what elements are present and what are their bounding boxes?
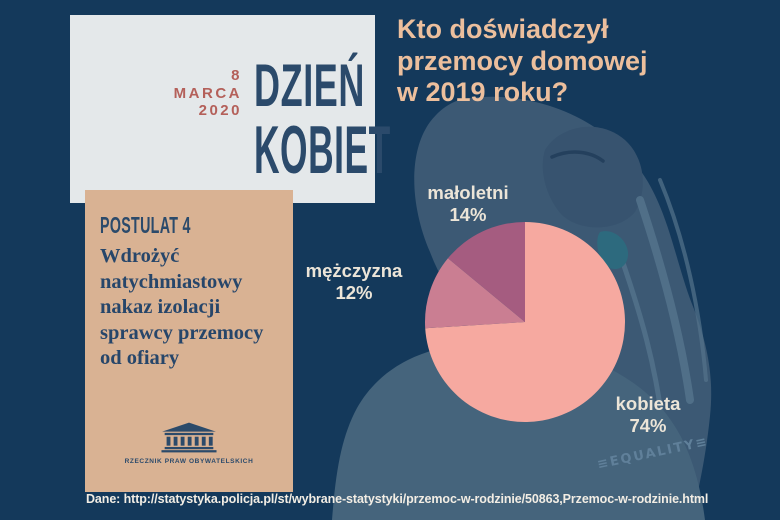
postulat-text-line-1: Wdrożyć xyxy=(100,245,180,267)
pie-label-name: mężczyzna xyxy=(305,260,403,281)
pie-label-mezczyzna: mężczyzna 12% xyxy=(289,260,419,303)
title-line-2: KOBIET xyxy=(254,112,391,188)
date-month: MARCA xyxy=(173,84,242,102)
pie-label-name: małoletni xyxy=(427,182,509,203)
pie-label-maloletni: małoletni 14% xyxy=(403,182,533,225)
pie-label-value: 14% xyxy=(449,204,487,225)
postulat-text-line-5: od ofiary xyxy=(100,347,180,369)
eyebrow-line xyxy=(550,150,605,163)
date-block: 8 MARCA 2020 xyxy=(158,67,242,120)
pie-chart xyxy=(424,221,626,423)
body-shape xyxy=(332,340,705,520)
hair-streak-3 xyxy=(658,178,708,382)
postulat-text: Wdrożyć natychmiastowy nakaz izolacji sp… xyxy=(100,244,285,372)
pie-label-kobieta: kobieta 74% xyxy=(583,393,713,436)
header-card: 8 MARCA 2020 DZIEŃ KOBIET xyxy=(70,15,390,203)
earring-shape xyxy=(597,231,629,270)
question-line-3: w 2019 roku? xyxy=(397,77,569,107)
date-day: 8 xyxy=(231,67,242,84)
chart-question-heading: Kto doświadczył przemocy domowej w 2019 … xyxy=(397,14,648,109)
pie-label-name: kobieta xyxy=(615,393,681,414)
ombudsman-caption: RZECZNIK PRAW OBYWATELSKICH xyxy=(124,458,254,465)
question-line-2: przemocy domowej xyxy=(397,45,648,76)
pie-slice-mężczyzna xyxy=(425,258,525,329)
pie-label-value: 74% xyxy=(629,415,667,436)
pie-slice-kobieta xyxy=(425,222,626,422)
question-line-1: Kto doświadczył xyxy=(397,14,609,44)
pie-label-value: 12% xyxy=(335,282,373,303)
postulat-text-line-4: sprawcy przemocy xyxy=(100,321,264,344)
postulat-label: POSTULAT 4 xyxy=(100,212,191,238)
postulat-text-line-2: natychmiastowy xyxy=(100,270,243,293)
pie-slice-małoletni xyxy=(447,222,525,322)
hair-streak-1 xyxy=(636,196,694,404)
ombudsman-temple-icon xyxy=(85,422,293,459)
data-source-text: Dane: http://statystyka.policja.pl/st/wy… xyxy=(86,492,709,506)
page-title: DZIEŃ KOBIET xyxy=(254,52,517,188)
postulat-text-line-3: nakaz izolacji xyxy=(100,296,221,318)
title-line-1: DZIEŃ xyxy=(254,52,365,119)
postulat-card: POSTULAT 4 Wdrożyć natychmiastowy nakaz … xyxy=(85,190,293,492)
date-year: 2020 xyxy=(198,102,242,119)
